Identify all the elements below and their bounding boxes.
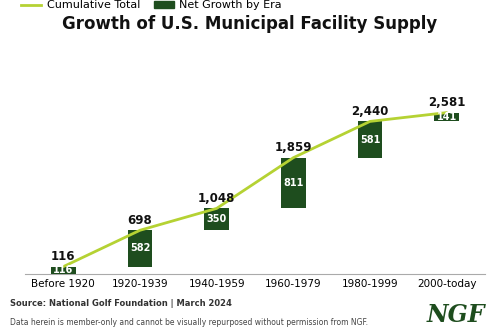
Text: NGF: NGF — [426, 303, 485, 327]
Bar — [51, 267, 76, 274]
Bar — [281, 158, 305, 208]
Text: 698: 698 — [128, 213, 152, 226]
Text: 582: 582 — [130, 243, 150, 254]
Text: 811: 811 — [283, 178, 304, 188]
Text: 1,048: 1,048 — [198, 192, 235, 205]
Text: 141: 141 — [436, 112, 457, 122]
Bar — [204, 208, 229, 230]
Text: 2,440: 2,440 — [352, 105, 389, 118]
Legend: Cumulative Total, Net Growth by Era: Cumulative Total, Net Growth by Era — [22, 0, 282, 10]
Text: 1,859: 1,859 — [274, 141, 312, 154]
Text: 116: 116 — [53, 265, 74, 275]
Text: 2,581: 2,581 — [428, 96, 466, 109]
Text: Source: National Golf Foundation | March 2024: Source: National Golf Foundation | March… — [10, 299, 232, 308]
Bar — [128, 230, 152, 267]
Text: 350: 350 — [206, 214, 227, 224]
Text: Growth of U.S. Municipal Facility Supply: Growth of U.S. Municipal Facility Supply — [62, 15, 438, 33]
Text: 581: 581 — [360, 135, 380, 145]
Text: 116: 116 — [51, 250, 76, 263]
Bar — [358, 121, 382, 158]
Text: Data herein is member-only and cannot be visually repurposed without permission : Data herein is member-only and cannot be… — [10, 318, 368, 327]
Bar — [434, 113, 459, 121]
